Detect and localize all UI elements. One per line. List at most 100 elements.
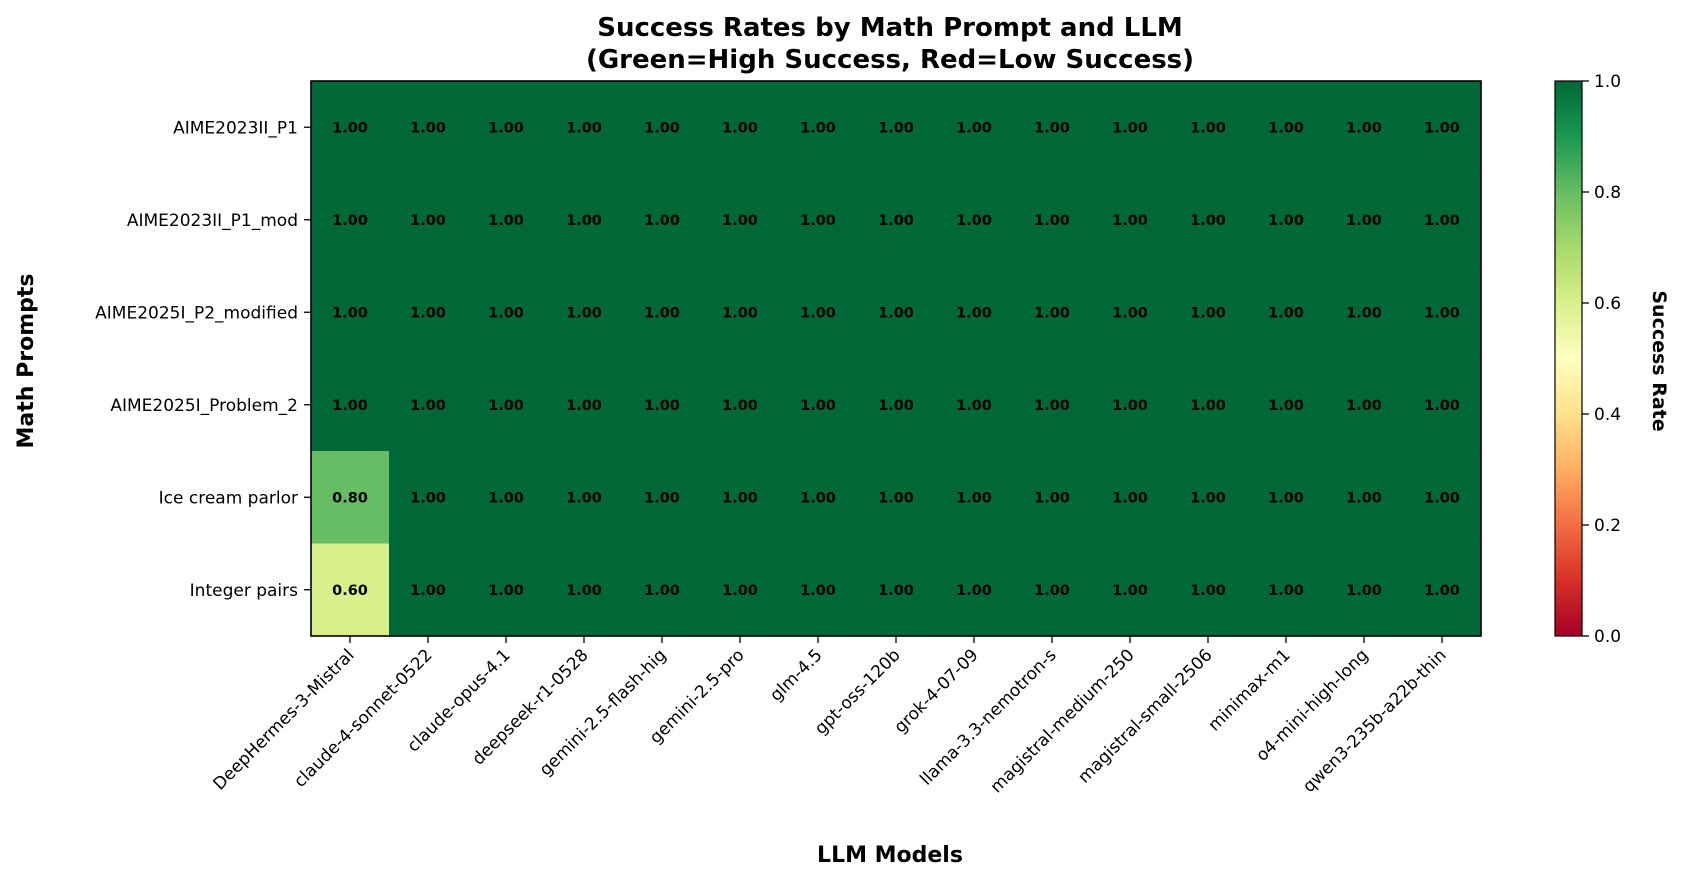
cell-value-label: 1.00	[644, 583, 680, 599]
heatmap-cell	[1091, 358, 1170, 452]
heatmap-cell	[389, 358, 468, 452]
cell-value-label: 1.00	[644, 305, 680, 321]
cell-value-label: 1.00	[956, 120, 992, 136]
heatmap-cell	[701, 266, 780, 360]
y-tick-label: Ice cream parlor	[159, 488, 298, 508]
heatmap-cell	[779, 358, 858, 452]
cell-value-label: 1.00	[644, 213, 680, 229]
cell-value-label: 1.00	[566, 490, 602, 506]
cell-value-label: 1.00	[488, 583, 524, 599]
cell-value-label: 1.00	[956, 490, 992, 506]
cell-value-label: 1.00	[800, 398, 836, 414]
colorbar-tick-label: 0.8	[1594, 183, 1621, 203]
cell-value-label: 1.00	[722, 583, 758, 599]
heatmap-cell	[389, 173, 468, 267]
cell-value-label: 1.00	[1346, 583, 1382, 599]
cell-value-label: 1.00	[1112, 213, 1148, 229]
heatmap-cell	[467, 173, 546, 267]
heatmap-cell	[545, 266, 624, 360]
y-tick-label: AIME2023II_P1	[173, 118, 298, 138]
heatmap-cell	[1403, 81, 1482, 175]
heatmap-cell	[701, 543, 780, 637]
heatmap-cell	[467, 81, 546, 175]
heatmap-cell	[389, 81, 468, 175]
cell-value-label: 1.00	[410, 120, 446, 136]
heatmap-cell	[701, 451, 780, 545]
cell-value-label: 1.00	[566, 305, 602, 321]
cell-value-label: 1.00	[410, 490, 446, 506]
cell-value-label: 1.00	[878, 490, 914, 506]
cell-value-label: 1.00	[1268, 305, 1304, 321]
cell-value-label: 1.00	[1034, 305, 1070, 321]
cell-value-label: 1.00	[878, 398, 914, 414]
cell-value-label: 1.00	[332, 398, 368, 414]
heatmap-cell	[311, 358, 390, 452]
heatmap-cell	[935, 266, 1014, 360]
heatmap-cell	[467, 266, 546, 360]
heatmap-cell	[311, 173, 390, 267]
heatmap-cell	[1013, 81, 1092, 175]
heatmap-cell	[545, 451, 624, 545]
cell-value-label: 1.00	[410, 213, 446, 229]
colorbar-tick-label: 1.0	[1594, 72, 1621, 92]
y-tick-label: AIME2025I_Problem_2	[110, 396, 298, 416]
heatmap-cell	[311, 451, 390, 545]
heatmap-cell	[545, 358, 624, 452]
cell-value-label: 1.00	[1112, 305, 1148, 321]
cell-value-label: 0.80	[332, 490, 368, 506]
heatmap-cell	[701, 173, 780, 267]
heatmap-cell	[623, 451, 702, 545]
cell-value-label: 1.00	[722, 120, 758, 136]
heatmap-cell	[1091, 543, 1170, 637]
cell-value-label: 1.00	[800, 305, 836, 321]
cell-value-label: 1.00	[1268, 213, 1304, 229]
cell-value-label: 1.00	[1268, 490, 1304, 506]
colorbar-tick-label: 0.0	[1594, 627, 1621, 647]
heatmap-cell	[857, 266, 936, 360]
cell-value-label: 1.00	[1346, 398, 1382, 414]
heatmap-cell	[389, 451, 468, 545]
heatmap-cell	[389, 543, 468, 637]
cell-value-label: 1.00	[1424, 583, 1460, 599]
cell-value-label: 1.00	[1190, 213, 1226, 229]
colorbar-tick-label: 0.2	[1594, 516, 1621, 536]
cell-value-label: 1.00	[1268, 120, 1304, 136]
cell-value-label: 1.00	[566, 583, 602, 599]
cell-value-label: 1.00	[878, 583, 914, 599]
heatmap-cell	[623, 543, 702, 637]
colorbar-tick-label: 0.6	[1594, 294, 1621, 314]
cell-value-label: 1.00	[1034, 213, 1070, 229]
heatmap-cell	[1169, 81, 1248, 175]
heatmap-cell	[1403, 358, 1482, 452]
heatmap-cell	[857, 358, 936, 452]
heatmap-cell	[623, 81, 702, 175]
cell-value-label: 1.00	[722, 305, 758, 321]
heatmap-cell	[1247, 358, 1326, 452]
heatmap-cell	[1325, 451, 1404, 545]
cell-value-label: 1.00	[956, 398, 992, 414]
chart-title-line2: (Green=High Success, Red=Low Success)	[586, 45, 1194, 75]
heatmap-cell	[1403, 266, 1482, 360]
cell-value-label: 0.60	[332, 583, 368, 599]
cell-value-label: 1.00	[1190, 398, 1226, 414]
cell-value-label: 1.00	[1424, 305, 1460, 321]
heatmap-cell	[1169, 451, 1248, 545]
cell-value-label: 1.00	[800, 583, 836, 599]
cell-value-label: 1.00	[1112, 398, 1148, 414]
cell-value-label: 1.00	[644, 490, 680, 506]
heatmap-cell	[1247, 451, 1326, 545]
heatmap-cell	[935, 451, 1014, 545]
cell-value-label: 1.00	[878, 120, 914, 136]
cell-value-label: 1.00	[1346, 490, 1382, 506]
heatmap-cell	[1091, 451, 1170, 545]
heatmap-cell	[1169, 358, 1248, 452]
cell-value-label: 1.00	[1424, 120, 1460, 136]
heatmap-cell	[1013, 451, 1092, 545]
heatmap-cell	[311, 266, 390, 360]
heatmap-cell	[1091, 266, 1170, 360]
heatmap-cell	[701, 81, 780, 175]
cell-value-label: 1.00	[1034, 583, 1070, 599]
heatmap-cell	[935, 358, 1014, 452]
chart-title-line1: Success Rates by Math Prompt and LLM	[597, 13, 1183, 43]
cell-value-label: 1.00	[566, 120, 602, 136]
